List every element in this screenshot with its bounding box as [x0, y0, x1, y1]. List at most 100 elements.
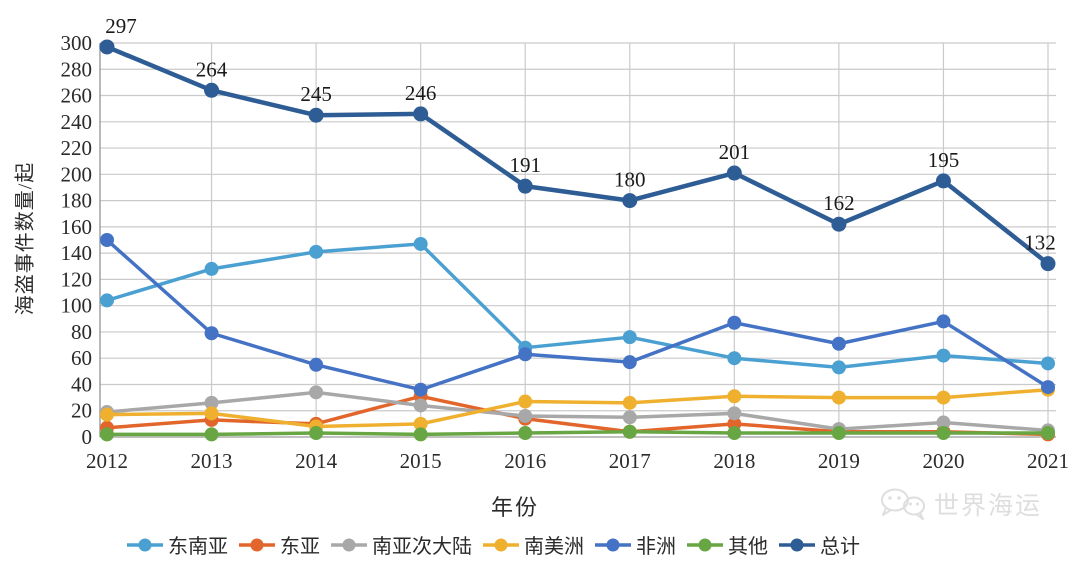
y-tick-label: 240 [61, 110, 93, 134]
legend-marker [779, 538, 815, 551]
y-tick-label: 0 [82, 425, 93, 449]
series-point-南美洲 [622, 395, 637, 410]
x-tick-label: 2012 [86, 449, 128, 473]
y-tick-label: 160 [61, 215, 93, 239]
series-line-南美洲 [105, 387, 1050, 429]
series-point-非洲 [727, 315, 742, 330]
series-point-其他 [1041, 426, 1055, 441]
x-tick-label: 2020 [922, 449, 964, 473]
y-tick-label: 180 [61, 189, 93, 213]
y-tick-label: 120 [61, 267, 93, 291]
series-line-总计 [104, 44, 1051, 266]
series-point-其他 [727, 426, 742, 441]
data-label: 246 [405, 81, 437, 105]
data-label: 180 [614, 168, 646, 192]
legend-label: 东亚 [280, 536, 320, 558]
legend-item-东南亚: 东南亚 [126, 530, 228, 559]
x-axis-title: 年份 [490, 495, 540, 520]
series-point-总计 [831, 216, 847, 232]
series-point-南美洲 [936, 390, 951, 405]
x-tick-label: 2016 [504, 449, 546, 473]
series-point-总计 [517, 178, 533, 194]
legend-item-东亚: 东亚 [238, 530, 320, 559]
series-point-非洲 [831, 336, 846, 351]
series-point-东南亚 [831, 360, 846, 375]
series-point-总计 [204, 82, 220, 98]
y-tick-label: 220 [61, 136, 93, 160]
series-point-南美洲 [727, 389, 742, 404]
y-tick-label: 140 [61, 241, 93, 265]
series-point-南亚次大陆 [727, 406, 742, 421]
series-point-其他 [518, 426, 533, 441]
legend-marker [331, 538, 367, 551]
series-point-其他 [309, 426, 324, 441]
series-point-总计 [726, 165, 742, 181]
series-point-南亚次大陆 [518, 408, 533, 423]
series-point-东南亚 [309, 244, 324, 259]
y-tick-label: 20 [71, 399, 92, 423]
series-point-总计 [308, 107, 324, 123]
series-line-其他 [105, 429, 1050, 437]
series-point-其他 [204, 427, 219, 442]
series-point-总计 [99, 39, 115, 55]
series-point-非洲 [309, 357, 324, 372]
series-point-非洲 [622, 355, 637, 370]
series-point-东南亚 [622, 330, 637, 345]
y-tick-label: 280 [61, 57, 93, 81]
series-point-非洲 [413, 382, 428, 397]
series-point-南美洲 [831, 390, 846, 405]
data-label: 132 [1024, 231, 1056, 255]
series-line-南亚次大陆 [105, 390, 1050, 433]
series-point-南美洲 [413, 416, 428, 431]
legend-item-其他: 其他 [686, 530, 768, 559]
series-point-东南亚 [1041, 356, 1055, 371]
series-point-总计 [622, 193, 638, 209]
watermark-text: 世界海运 [934, 493, 1043, 520]
data-label: 201 [719, 140, 751, 164]
x-tick-label: 2014 [295, 449, 338, 473]
wechat-icon [881, 488, 925, 520]
legend-marker [239, 538, 275, 551]
series-point-南美洲 [518, 394, 533, 409]
legend-marker [595, 538, 631, 551]
data-label: 191 [509, 153, 541, 177]
series-point-总计 [1040, 256, 1056, 272]
x-tick-label: 2013 [191, 449, 233, 473]
series-point-其他 [100, 427, 114, 442]
x-tick-label: 2018 [713, 449, 755, 473]
y-tick-label: 260 [61, 84, 93, 108]
x-tick-label: 2021 [1027, 449, 1069, 473]
data-label: 245 [300, 82, 332, 106]
series-point-东南亚 [100, 293, 114, 308]
series-line-非洲 [105, 238, 1050, 392]
legend-marker [127, 538, 163, 551]
chart-legend: 东南亚 东亚 南亚次大陆 南美洲 非洲 其他 总计 [126, 530, 860, 559]
legend-item-南亚次大陆: 南亚次大陆 [330, 530, 472, 559]
series-point-非洲 [936, 314, 951, 329]
series-point-南亚次大陆 [309, 385, 324, 400]
legend-label: 南亚次大陆 [372, 536, 472, 558]
series-point-总计 [413, 106, 429, 122]
series-point-其他 [936, 426, 951, 441]
data-label: 195 [928, 148, 960, 172]
series-point-南美洲 [204, 406, 219, 421]
line-chart: 0204060801001201401601802002202402602803… [61, 14, 1070, 473]
series-point-南亚次大陆 [622, 410, 637, 425]
y-tick-label: 80 [71, 320, 92, 344]
y-tick-label: 300 [61, 31, 93, 55]
y-tick-label: 60 [71, 346, 92, 370]
x-tick-label: 2019 [818, 449, 860, 473]
series-point-非洲 [1041, 380, 1055, 395]
watermark: 世界海运 [876, 486, 1042, 522]
series-point-非洲 [100, 233, 114, 247]
y-tick-label: 40 [71, 372, 92, 396]
legend-label: 南美洲 [524, 536, 584, 558]
x-tick-label: 2015 [400, 449, 442, 473]
series-point-其他 [831, 426, 846, 441]
series-point-东南亚 [204, 261, 219, 276]
series-line-东南亚 [105, 242, 1050, 370]
legend-item-非洲: 非洲 [594, 530, 676, 559]
series-point-东南亚 [936, 348, 951, 363]
legend-item-南美洲: 南美洲 [482, 530, 584, 559]
